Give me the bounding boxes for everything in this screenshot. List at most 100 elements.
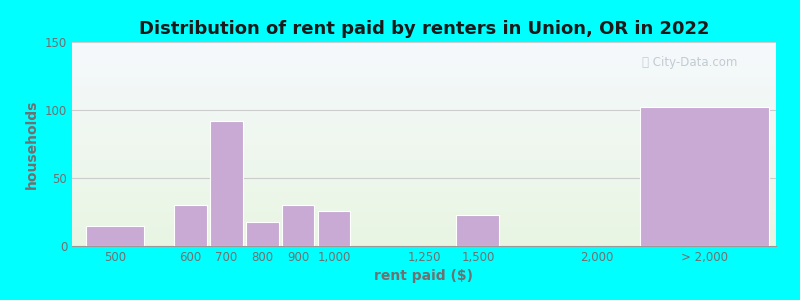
Bar xyxy=(72,237,776,238)
Bar xyxy=(72,73,776,74)
Bar xyxy=(72,122,776,123)
Bar xyxy=(72,112,776,113)
Bar xyxy=(72,143,776,144)
Bar xyxy=(72,61,776,62)
Bar xyxy=(72,203,776,204)
Title: Distribution of rent paid by renters in Union, OR in 2022: Distribution of rent paid by renters in … xyxy=(138,20,710,38)
Bar xyxy=(72,77,776,78)
Bar xyxy=(72,147,776,148)
Bar xyxy=(72,85,776,86)
Bar xyxy=(72,42,776,43)
Bar xyxy=(72,204,776,205)
Bar xyxy=(72,116,776,118)
Bar xyxy=(282,205,314,246)
Bar xyxy=(72,161,776,162)
Bar xyxy=(72,97,776,98)
Bar xyxy=(72,101,776,102)
Bar xyxy=(72,167,776,169)
Bar xyxy=(72,149,776,150)
Bar xyxy=(72,50,776,51)
Bar xyxy=(72,241,776,242)
Bar xyxy=(72,110,776,111)
Bar xyxy=(72,90,776,91)
Bar xyxy=(72,211,776,212)
Bar xyxy=(72,181,776,182)
Bar xyxy=(72,76,776,77)
Bar xyxy=(72,55,776,56)
Bar xyxy=(72,138,776,139)
Bar xyxy=(72,152,776,153)
Bar xyxy=(72,49,776,50)
Bar xyxy=(72,128,776,129)
Bar xyxy=(72,213,776,214)
Bar xyxy=(72,202,776,203)
Bar xyxy=(72,80,776,81)
Bar xyxy=(72,177,776,178)
Bar xyxy=(72,103,776,104)
Bar xyxy=(72,56,776,57)
Bar xyxy=(72,187,776,188)
Bar xyxy=(72,106,776,107)
Bar xyxy=(72,84,776,85)
Bar xyxy=(72,245,776,246)
Bar xyxy=(72,214,776,215)
Bar xyxy=(72,113,776,114)
Bar xyxy=(72,133,776,134)
Bar xyxy=(72,45,776,46)
Bar xyxy=(72,44,776,45)
Bar xyxy=(72,51,776,52)
Bar xyxy=(72,81,776,82)
Bar xyxy=(72,134,776,135)
Bar xyxy=(72,123,776,124)
Bar xyxy=(72,183,776,184)
Bar xyxy=(72,119,776,121)
Bar xyxy=(72,94,776,95)
Bar xyxy=(72,230,776,231)
Bar xyxy=(72,126,776,127)
Bar xyxy=(72,107,776,108)
Bar xyxy=(72,144,776,145)
Bar xyxy=(72,178,776,179)
Bar xyxy=(72,74,776,75)
Bar xyxy=(72,86,776,87)
Bar xyxy=(72,226,776,228)
Bar xyxy=(72,225,776,226)
Bar xyxy=(72,53,776,54)
Bar xyxy=(72,91,776,92)
Bar xyxy=(72,197,776,198)
Bar xyxy=(72,223,776,224)
Bar xyxy=(72,155,776,156)
Bar xyxy=(72,98,776,99)
Bar xyxy=(72,136,776,137)
Bar xyxy=(72,96,776,97)
Bar xyxy=(72,186,776,187)
Bar xyxy=(72,154,776,155)
Bar xyxy=(72,165,776,166)
Bar xyxy=(72,236,776,237)
Bar xyxy=(72,235,776,236)
Bar xyxy=(72,238,776,239)
Bar xyxy=(72,87,776,88)
Bar xyxy=(72,57,776,58)
Bar xyxy=(72,88,776,89)
Bar xyxy=(174,205,206,246)
Bar xyxy=(72,160,776,161)
Bar xyxy=(72,170,776,172)
Bar xyxy=(72,109,776,110)
Bar xyxy=(72,70,776,72)
Bar xyxy=(72,111,776,112)
Bar xyxy=(72,205,776,206)
Bar xyxy=(72,190,776,191)
Bar xyxy=(72,118,776,119)
Bar xyxy=(72,192,776,193)
Bar xyxy=(72,140,776,141)
Bar xyxy=(72,102,776,103)
Bar xyxy=(72,176,776,177)
Bar xyxy=(72,206,776,207)
Bar xyxy=(72,67,776,68)
Bar xyxy=(72,137,776,138)
Bar xyxy=(72,180,776,181)
Bar xyxy=(72,212,776,213)
Bar xyxy=(72,43,776,44)
Bar xyxy=(72,234,776,235)
